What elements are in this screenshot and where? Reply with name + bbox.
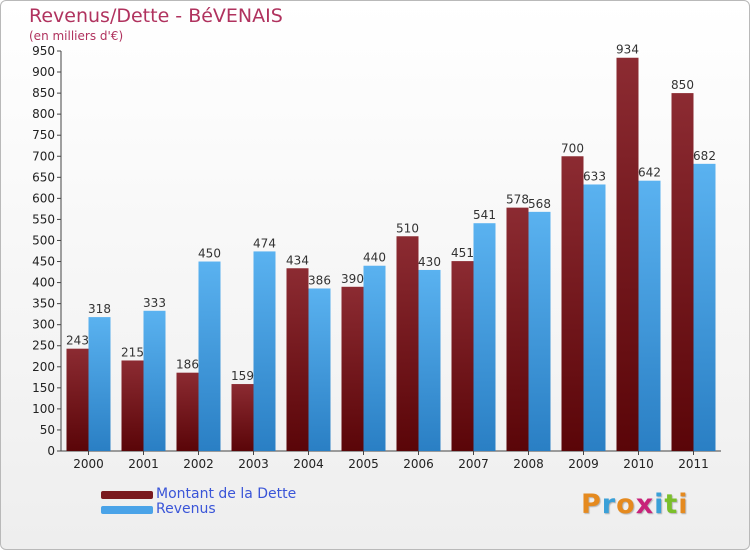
logo-letter: t bbox=[664, 489, 679, 520]
x-tick-label: 2011 bbox=[678, 457, 709, 471]
bar-dette bbox=[671, 93, 694, 452]
bar-dette bbox=[176, 372, 199, 451]
bar-revenus bbox=[473, 223, 496, 451]
data-label: 682 bbox=[693, 149, 716, 163]
bar-revenus bbox=[638, 180, 661, 451]
bar-dette bbox=[341, 286, 364, 451]
y-tick-label: 900 bbox=[32, 65, 55, 79]
bar-revenus bbox=[143, 310, 166, 451]
y-tick-label: 250 bbox=[32, 339, 55, 353]
x-tick-label: 2006 bbox=[403, 457, 434, 471]
bar-revenus bbox=[583, 184, 606, 451]
logo-letter: o bbox=[616, 489, 636, 520]
y-tick-label: 500 bbox=[32, 233, 55, 247]
x-tick-label: 2000 bbox=[73, 457, 104, 471]
legend-label-dette: Montant de la Dette bbox=[156, 486, 297, 502]
y-tick-label: 800 bbox=[32, 107, 55, 121]
data-label: 430 bbox=[418, 255, 441, 269]
data-label: 440 bbox=[363, 251, 386, 265]
bar-revenus bbox=[363, 265, 386, 451]
y-tick-label: 650 bbox=[32, 170, 55, 184]
y-tick-label: 200 bbox=[32, 360, 55, 374]
data-label: 159 bbox=[231, 369, 254, 383]
y-tick-label: 450 bbox=[32, 255, 55, 269]
x-tick-label: 2009 bbox=[568, 457, 599, 471]
chart-subtitle: (en milliers d'€) bbox=[29, 29, 124, 43]
x-tick-label: 2007 bbox=[458, 457, 489, 471]
logo-letter: i bbox=[678, 489, 689, 520]
legend-label-revenus: Revenus bbox=[156, 501, 216, 517]
data-label: 318 bbox=[88, 302, 111, 316]
legend-swatch-dette bbox=[101, 491, 153, 499]
data-label: 386 bbox=[308, 273, 331, 287]
y-tick-label: 600 bbox=[32, 191, 55, 205]
y-tick-label: 350 bbox=[32, 297, 55, 311]
y-tick-label: 300 bbox=[32, 318, 55, 332]
logo-letter: x bbox=[635, 489, 655, 520]
bar-dette bbox=[561, 156, 584, 451]
data-label: 434 bbox=[286, 253, 309, 267]
bar-dette bbox=[616, 57, 639, 451]
data-label: 186 bbox=[176, 358, 199, 372]
y-tick-label: 550 bbox=[32, 212, 55, 226]
y-tick-label: 150 bbox=[32, 381, 55, 395]
data-label: 333 bbox=[143, 296, 166, 310]
y-tick-label: 950 bbox=[32, 44, 55, 58]
data-label: 243 bbox=[66, 334, 89, 348]
data-label: 642 bbox=[638, 166, 661, 180]
y-tick-label: 100 bbox=[32, 402, 55, 416]
legend-swatch-revenus bbox=[101, 506, 153, 514]
bar-dette bbox=[396, 236, 419, 451]
data-label: 510 bbox=[396, 221, 419, 235]
y-tick-label: 400 bbox=[32, 276, 55, 290]
x-tick-label: 2002 bbox=[183, 457, 214, 471]
data-label: 578 bbox=[506, 193, 529, 207]
y-tick-label: 750 bbox=[32, 128, 55, 142]
x-tick-label: 2001 bbox=[128, 457, 159, 471]
bar-revenus bbox=[198, 261, 221, 451]
y-tick-label: 850 bbox=[32, 86, 55, 100]
x-tick-label: 2004 bbox=[293, 457, 324, 471]
bar-revenus bbox=[528, 211, 551, 451]
bar-dette bbox=[66, 348, 89, 451]
data-label: 850 bbox=[671, 78, 694, 92]
y-tick-label: 50 bbox=[40, 423, 55, 437]
x-tick-label: 2003 bbox=[238, 457, 269, 471]
data-label: 450 bbox=[198, 247, 221, 261]
x-tick-label: 2008 bbox=[513, 457, 544, 471]
x-tick-label: 2005 bbox=[348, 457, 379, 471]
x-tick-label: 2010 bbox=[623, 457, 654, 471]
bar-revenus bbox=[253, 251, 276, 451]
data-label: 700 bbox=[561, 141, 584, 155]
proxiti-logo: Proxiti bbox=[581, 489, 689, 520]
bar-dette bbox=[121, 360, 144, 451]
bar-dette bbox=[231, 384, 254, 451]
data-label: 390 bbox=[341, 272, 364, 286]
bar-revenus bbox=[88, 317, 111, 451]
bar-revenus bbox=[693, 163, 716, 451]
y-tick-label: 700 bbox=[32, 149, 55, 163]
logo-letter: i bbox=[654, 489, 665, 520]
logo-letter: r bbox=[601, 489, 617, 520]
logo-letter: P bbox=[581, 489, 602, 520]
bar-revenus bbox=[308, 288, 331, 451]
y-tick-label: 0 bbox=[47, 444, 55, 458]
bar-revenus bbox=[418, 269, 441, 451]
data-label: 633 bbox=[583, 169, 606, 183]
data-label: 541 bbox=[473, 208, 496, 222]
data-label: 934 bbox=[616, 43, 639, 57]
data-label: 215 bbox=[121, 345, 144, 359]
data-label: 451 bbox=[451, 246, 474, 260]
bar-dette bbox=[506, 207, 529, 451]
bar-dette bbox=[286, 268, 309, 451]
data-label: 474 bbox=[253, 236, 276, 250]
chart-title: Revenus/Dette - BéVENAIS bbox=[29, 5, 283, 27]
data-label: 568 bbox=[528, 197, 551, 211]
bar-dette bbox=[451, 261, 474, 451]
